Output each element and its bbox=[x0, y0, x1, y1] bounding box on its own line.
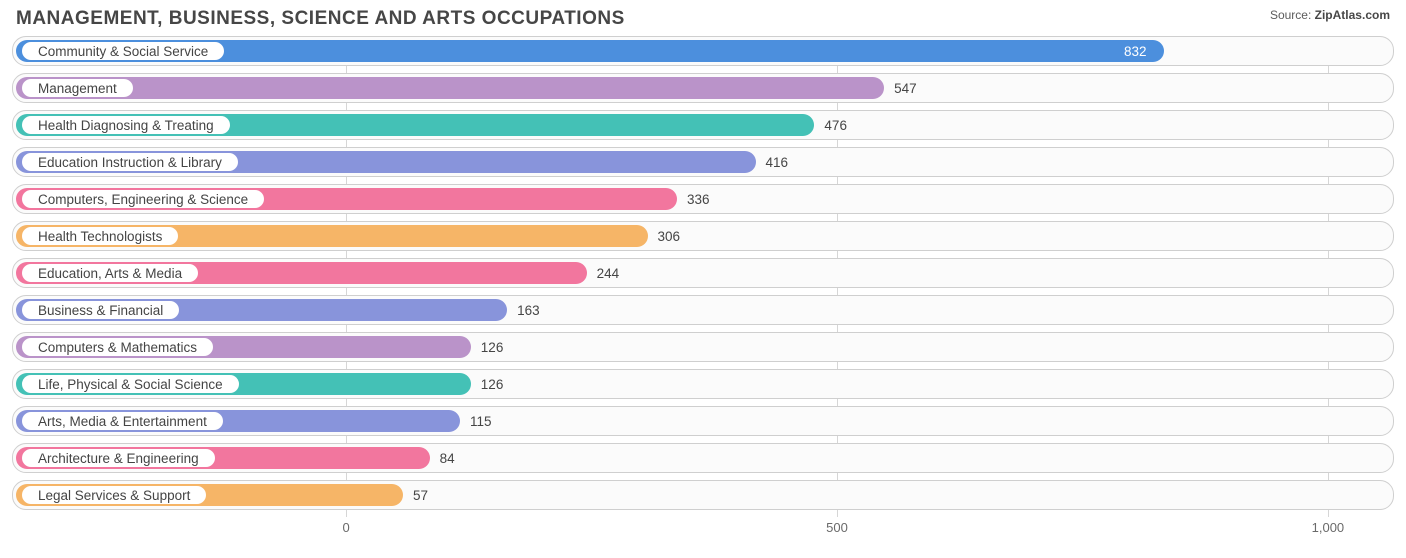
x-axis: 0 500 1,000 bbox=[12, 517, 1394, 539]
bar-label-pill: Health Diagnosing & Treating bbox=[20, 114, 232, 136]
bar-label-pill: Management bbox=[20, 77, 135, 99]
chart-area: Community & Social Service 832 Management 5… bbox=[12, 36, 1394, 539]
bar-value: 547 bbox=[894, 74, 917, 102]
bar-row: Management 547 bbox=[12, 73, 1394, 103]
bar-label-pill: Life, Physical & Social Science bbox=[20, 373, 241, 395]
bar-row: Arts, Media & Entertainment 115 bbox=[12, 406, 1394, 436]
bar-row: Business & Financial 163 bbox=[12, 295, 1394, 325]
bar-value: 126 bbox=[481, 370, 504, 398]
x-tick: 0 bbox=[342, 520, 349, 535]
bar-row: Health Technologists 306 bbox=[12, 221, 1394, 251]
bar-label-pill: Education Instruction & Library bbox=[20, 151, 240, 173]
bars-container: Community & Social Service 832 Management 5… bbox=[12, 36, 1394, 510]
bar-row: Legal Services & Support 57 bbox=[12, 480, 1394, 510]
chart-header: MANAGEMENT, BUSINESS, SCIENCE AND ARTS O… bbox=[12, 8, 1394, 36]
bar-value: 84 bbox=[440, 444, 455, 472]
bar-row: Health Diagnosing & Treating 476 bbox=[12, 110, 1394, 140]
bar-label-pill: Legal Services & Support bbox=[20, 484, 208, 506]
bar-row: Architecture & Engineering 84 bbox=[12, 443, 1394, 473]
bar-row: Computers & Mathematics 126 bbox=[12, 332, 1394, 362]
bar-value: 244 bbox=[597, 259, 620, 287]
bar-label-pill: Computers & Mathematics bbox=[20, 336, 215, 358]
x-tick: 500 bbox=[826, 520, 848, 535]
bar-row: Computers, Engineering & Science 336 bbox=[12, 184, 1394, 214]
bar-row: Education Instruction & Library 416 bbox=[12, 147, 1394, 177]
bar-label-pill: Business & Financial bbox=[20, 299, 181, 321]
bar-value: 336 bbox=[687, 185, 710, 213]
source-prefix: Source: bbox=[1270, 8, 1315, 22]
bar-row: Life, Physical & Social Science 126 bbox=[12, 369, 1394, 399]
bar-value: 416 bbox=[766, 148, 789, 176]
bar-label-pill: Computers, Engineering & Science bbox=[20, 188, 266, 210]
bar-label-pill: Architecture & Engineering bbox=[20, 447, 217, 469]
chart-source: Source: ZipAtlas.com bbox=[1270, 8, 1390, 22]
x-tick: 1,000 bbox=[1312, 520, 1345, 535]
bar-value: 832 bbox=[1124, 37, 1147, 65]
bar-value: 115 bbox=[470, 407, 492, 435]
bar-label-pill: Health Technologists bbox=[20, 225, 180, 247]
bar-value: 306 bbox=[658, 222, 681, 250]
bar bbox=[16, 77, 884, 99]
plot-area: Community & Social Service 832 Management 5… bbox=[12, 36, 1394, 539]
bar-value: 126 bbox=[481, 333, 504, 361]
bar-label-pill: Education, Arts & Media bbox=[20, 262, 200, 284]
bar-label-pill: Arts, Media & Entertainment bbox=[20, 410, 225, 432]
chart-title: MANAGEMENT, BUSINESS, SCIENCE AND ARTS O… bbox=[16, 8, 625, 30]
bar-row: Community & Social Service 832 bbox=[12, 36, 1394, 66]
bar-value: 57 bbox=[413, 481, 428, 509]
bar-label-pill: Community & Social Service bbox=[20, 40, 226, 62]
bar-value: 163 bbox=[517, 296, 540, 324]
bar-value: 476 bbox=[824, 111, 847, 139]
source-name: ZipAtlas.com bbox=[1315, 8, 1390, 22]
bar-row: Education, Arts & Media 244 bbox=[12, 258, 1394, 288]
